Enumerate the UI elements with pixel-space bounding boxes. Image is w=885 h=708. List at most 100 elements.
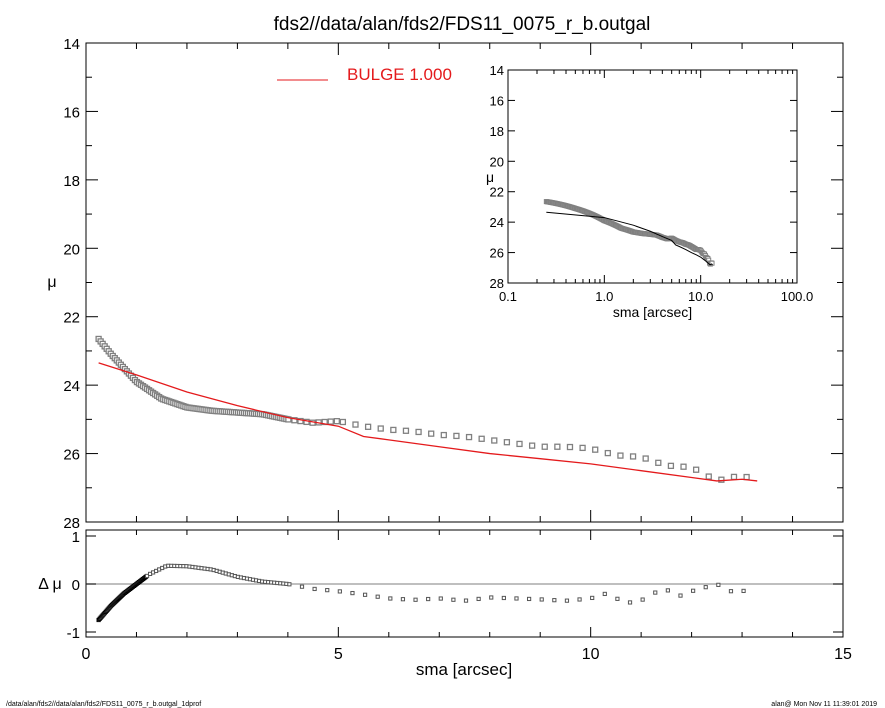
- residual-point: [451, 597, 456, 602]
- residual-point: [413, 597, 418, 602]
- residual-point: [476, 596, 481, 602]
- y-tick-label: 14: [63, 36, 80, 53]
- inset-y-tick-label: 24: [490, 215, 504, 230]
- inset-y-tick-label: 14: [490, 63, 504, 78]
- observed-point: [415, 428, 422, 436]
- observed-point: [516, 440, 523, 448]
- residual-point: [489, 595, 494, 600]
- residual-point: [438, 596, 443, 601]
- observed-point: [390, 426, 397, 434]
- footer-right: alan@ Mon Nov 11 11:39:01 2019: [771, 701, 877, 708]
- residual-point: [325, 588, 330, 593]
- residual-point: [640, 597, 645, 602]
- residual-point: [388, 596, 393, 601]
- residual-y-tick-label: 1: [72, 529, 80, 546]
- observed-point: [364, 423, 372, 430]
- residual-point: [426, 596, 431, 602]
- inset-y-tick-label: 16: [490, 93, 504, 108]
- inset-model-line: [546, 211, 713, 266]
- observed-point: [592, 446, 599, 453]
- residual-y-axis-label: Δ μ: [38, 576, 61, 593]
- observed-point: [285, 416, 292, 423]
- observed-point: [554, 443, 561, 450]
- x-tick-label: 10: [582, 646, 600, 663]
- inset-x-tick-label: 1.0: [595, 289, 613, 304]
- inset-y-tick-label: 18: [490, 124, 504, 139]
- residual-point: [564, 598, 570, 603]
- residual-y-tick-label: 0: [72, 577, 80, 594]
- y-tick-label: 20: [63, 241, 80, 258]
- residual-point: [552, 598, 557, 603]
- inset-x-axis-label: sma [arcsec]: [613, 304, 692, 320]
- observed-point: [333, 418, 340, 425]
- inset-panel: 14 16 18 20 22 24 26 280.1 1.0 10.0 100.0 sma [arcs…: [486, 63, 813, 320]
- y-tick-label: 16: [63, 104, 80, 121]
- residual-point: [526, 596, 532, 602]
- observed-point: [428, 430, 435, 437]
- observed-point: [629, 453, 637, 460]
- residual-point: [691, 588, 696, 593]
- residual-point: [287, 582, 292, 587]
- residual-point: [703, 585, 708, 590]
- residual-point: [678, 593, 683, 598]
- y-tick-label: 28: [63, 515, 80, 532]
- observed-point: [453, 432, 460, 440]
- observed-point: [478, 435, 485, 442]
- residual-point: [299, 584, 305, 589]
- observed-point: [642, 455, 649, 462]
- residual-y-tick-label: -1: [67, 625, 80, 642]
- observed-point: [730, 473, 738, 481]
- inset-y-tick-label: 20: [490, 154, 504, 169]
- observed-point: [718, 476, 725, 483]
- main-panel: 14 16 18 20 22 24 26 28 μ BULGE 1.000: [47, 36, 844, 532]
- y-tick-label: 22: [63, 310, 80, 327]
- residual-point: [362, 592, 368, 597]
- observed-point: [667, 462, 675, 470]
- inset-x-tick-label: 100.0: [781, 289, 814, 304]
- inset-x-tick-label: 0.1: [499, 289, 517, 304]
- observed-point: [743, 473, 750, 481]
- observed-point: [491, 437, 498, 444]
- observed-point: [541, 443, 548, 450]
- inset-observed-point: [709, 260, 715, 266]
- y-axis-label: μ: [47, 274, 56, 291]
- observed-point: [327, 418, 334, 425]
- y-tick-label: 18: [63, 173, 80, 190]
- inset-y-tick-label: 26: [490, 246, 504, 261]
- x-tick-label: 15: [834, 646, 852, 663]
- bulge-model-line: [98, 362, 758, 482]
- residual-point: [716, 582, 721, 587]
- x-tick-label: 5: [334, 646, 343, 663]
- residual-point: [602, 591, 607, 597]
- observed-point: [297, 417, 304, 425]
- observed-point: [692, 466, 700, 473]
- residual-point: [337, 589, 342, 594]
- residual-point: [590, 595, 595, 601]
- residual-point: [741, 588, 746, 594]
- residual-point: [665, 588, 670, 593]
- footer-left: /data/alan/fds2//data/alan/fds2/FDS11_00…: [6, 701, 201, 708]
- observed-point: [705, 473, 712, 480]
- inset-y-axis-label: μ: [486, 169, 494, 185]
- inset-x-tick-label: 10.0: [688, 289, 713, 304]
- observed-point: [680, 463, 687, 470]
- residual-point: [312, 586, 317, 592]
- inset-y-tick-label: 28: [490, 276, 504, 291]
- residual-point: [463, 598, 469, 603]
- residual-point: [501, 595, 506, 601]
- inset-y-tick-label: 22: [490, 185, 504, 200]
- residual-point: [653, 590, 658, 595]
- observed-point: [655, 459, 662, 466]
- x-axis-label: sma [arcsec]: [416, 660, 512, 679]
- y-tick-label: 26: [63, 447, 80, 464]
- residual-point: [539, 597, 544, 602]
- observed-point: [528, 442, 536, 449]
- legend-label: BULGE 1.000: [347, 65, 452, 84]
- residual-point: [400, 597, 406, 602]
- inset-frame: [507, 69, 798, 284]
- observed-point: [402, 427, 410, 434]
- observed-point: [440, 431, 447, 439]
- observed-point: [503, 439, 511, 446]
